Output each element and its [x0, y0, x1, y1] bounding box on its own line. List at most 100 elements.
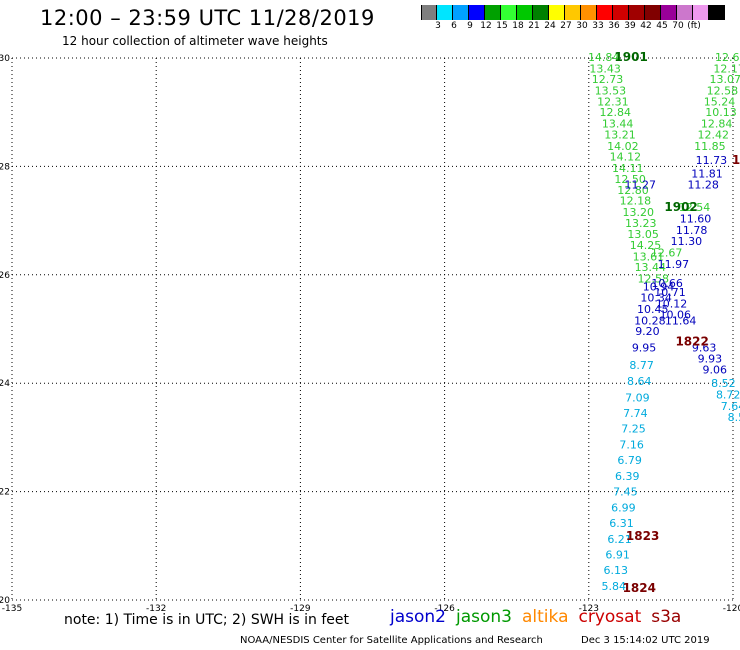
wave-height-value: 10.06 [660, 308, 692, 321]
satellite-s3a: s3a [651, 607, 682, 627]
wave-height-value: 9.95 [632, 341, 657, 354]
wave-height-value: 6.79 [617, 454, 642, 467]
lat-tick-label: 30 [0, 54, 10, 64]
pass-number-label: 1901 [614, 50, 647, 64]
color-scale-label: 3 [435, 21, 441, 31]
pass-number-label: 1824 [623, 581, 656, 595]
color-scale-label: (ft) [687, 21, 701, 31]
wave-height-value: 9.06 [702, 364, 727, 377]
color-swatch [517, 5, 533, 20]
wave-height-value: 12.31 [597, 95, 629, 108]
lat-tick-label: 24 [0, 379, 10, 389]
wave-height-value: 12.18 [620, 195, 652, 208]
color-scale-label: 18 [512, 21, 524, 31]
wave-height-value: 8.77 [629, 359, 654, 372]
satellite-legend: jason2 jason3 altika cryosat s3a [390, 607, 691, 627]
wave-height-value: 6.99 [611, 501, 636, 514]
color-swatch [629, 5, 645, 20]
wave-height-value: 11.81 [691, 167, 723, 180]
color-swatch [549, 5, 565, 20]
wave-height-value: 9.20 [635, 325, 660, 338]
wave-height-value: 7.25 [621, 423, 646, 436]
color-scale-label: 30 [576, 21, 588, 31]
wave-height-value: 13.43 [589, 62, 621, 75]
color-swatch [661, 5, 677, 20]
color-scale-label: 70 [672, 21, 684, 31]
color-scale-label: 45 [656, 21, 668, 31]
wave-height-value: 6.91 [605, 548, 630, 561]
wave-height-value: 6.39 [615, 470, 640, 483]
color-swatch [581, 5, 597, 20]
wave-height-value: 10.13 [705, 106, 737, 119]
wave-height-value: 12.58 [637, 273, 669, 286]
chart-title: 12:00 – 23:59 UTC 11/28/2019 [40, 6, 375, 30]
lat-tick-label: 20 [0, 596, 10, 606]
color-scale-label: 36 [608, 21, 620, 31]
lon-tick-label: -135 [2, 604, 22, 614]
color-swatch [421, 5, 437, 20]
color-swatch [437, 5, 453, 20]
wave-height-value: 8.5 [728, 411, 740, 424]
color-scale-label: 39 [624, 21, 636, 31]
wave-height-value: 8.52 [711, 377, 736, 390]
wave-height-value: 12.42 [698, 128, 730, 141]
satellite-jason3: jason3 [456, 607, 512, 627]
color-swatch [533, 5, 549, 20]
wave-height-value: 9.93 [698, 352, 723, 365]
wave-height-value: 10.45 [637, 303, 669, 316]
wave-height-value: 14.25 [630, 239, 662, 252]
wave-height-value: 11.27 [624, 178, 656, 191]
color-scale-label: 21 [528, 21, 540, 31]
wave-height-value: 12.73 [592, 73, 624, 86]
color-swatch [709, 5, 725, 20]
color-scale-label: 9 [467, 21, 473, 31]
wave-height-value: 11.28 [687, 178, 719, 191]
wave-height-value: 8.64 [627, 375, 652, 388]
wave-height-value: 11.30 [671, 235, 703, 248]
wave-height-value: 9.63 [692, 341, 717, 354]
wave-height-value: 13.61 [633, 250, 665, 263]
wave-height-value: 13.20 [623, 206, 655, 219]
lon-tick-label: -129 [290, 604, 311, 614]
color-scale-label: 6 [451, 21, 457, 31]
pass-number-label: 1822 [675, 334, 708, 348]
wave-height-value: 11.64 [665, 314, 697, 327]
lat-tick-label: 22 [0, 488, 10, 498]
wave-height-value: 6.13 [603, 564, 628, 577]
wave-height-value: 10.12 [656, 298, 688, 311]
lon-tick-label: -123 [579, 604, 599, 614]
wave-height-value: 10.28 [634, 314, 666, 327]
color-scale-legend: 3 6 9 12 15 18 21 24 27 30 33 36 39 42 45 70 (ft) [421, 5, 740, 32]
wave-height-value: 11.85 [694, 140, 726, 153]
wave-height-value: 12.50 [614, 173, 646, 186]
wave-height-value: 13.21 [604, 128, 636, 141]
wave-height-value: 12.84 [701, 118, 733, 131]
wave-height-value: 15.24 [704, 95, 736, 108]
color-swatch [565, 5, 581, 20]
lon-tick-label: -126 [434, 604, 455, 614]
wave-height-value: 12.84 [599, 106, 631, 119]
pass-number-label: 1823 [626, 529, 659, 543]
wave-height-value: 8.72 [716, 389, 740, 402]
wave-height-value: 6.31 [609, 517, 634, 530]
wave-height-value: 7.74 [623, 407, 648, 420]
satellite-jason2: jason2 [390, 607, 446, 627]
wave-height-value: 11.78 [676, 224, 708, 237]
color-swatch [677, 5, 693, 20]
footer-note: note: 1) Time is in UTC; 2) SWH is in fe… [64, 612, 350, 628]
color-swatch [613, 5, 629, 20]
wave-height-value: 12.54 [679, 201, 711, 214]
generation-date: Dec 3 15:14:02 UTC 2019 [581, 635, 710, 646]
wave-height-value: 7.16 [619, 438, 644, 451]
wave-height-value: 10.94 [643, 281, 675, 294]
wave-height-value: 14.84 [588, 51, 620, 64]
wave-height-value: 12.17 [713, 62, 740, 75]
chart-subtitle: 12 hour collection of altimeter wave hei… [62, 34, 328, 48]
wave-height-value: 12.6 [715, 51, 740, 64]
wave-height-value: 7.45 [613, 486, 638, 499]
wave-height-value: 13.05 [627, 228, 659, 241]
pass-number-label: 1902 [664, 200, 697, 214]
lat-tick-label: 26 [0, 271, 10, 281]
wave-height-value: 13.44 [602, 118, 634, 131]
color-scale-label: 24 [544, 21, 556, 31]
